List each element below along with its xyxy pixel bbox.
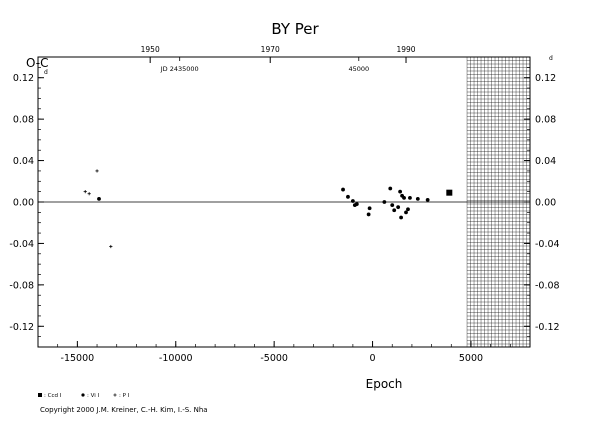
data-point-vi [388,186,393,191]
data-point-pg [109,244,113,249]
y-tick-label-right: -0.08 [535,280,560,291]
year-label: 1970 [261,45,280,54]
y-tick-label-right: -0.04 [535,239,560,250]
data-point-vi [366,212,371,217]
year-label: 1990 [396,45,415,54]
data-point-pg [95,169,99,173]
data-point-vi [350,199,355,203]
data-point-vi [346,194,350,199]
data-point-vi [341,187,345,192]
data-point-vi [97,196,101,201]
data-point-vi [367,206,372,211]
y-tick-label-right: 0.04 [535,156,556,167]
data-point-vi [390,203,395,208]
y-tick-label-left: 0.08 [13,115,34,126]
data-point-vi [396,205,401,210]
data-point-ccd [446,189,453,196]
data-point-vi [392,208,397,213]
jd-label: 45000 [348,65,369,73]
y-tick-label-left: 0.04 [13,156,34,167]
data-point-vi [402,195,406,200]
data-point-vi [408,195,412,200]
jd-label: JD 2435000 [160,65,199,73]
legend-label: : Vi I [87,393,100,399]
year-label: 1950 [141,45,160,54]
legend-label: : P I [119,393,130,399]
data-point-vi [398,189,403,194]
legend: : Ccd I : Vi I : P I [38,393,130,399]
y-unit-left: d [44,69,48,76]
chart-title: BY Per [271,20,319,38]
data-point-pg [83,190,87,194]
y-tick-label-right: 0.12 [535,73,556,84]
data-point-vi [404,210,408,215]
data-point-pg [87,192,91,196]
y-axis-label: O-C [26,56,49,70]
data-point-vi [425,198,430,202]
legend-marker-pg [113,393,117,397]
y-tick-label-left: -0.12 [9,322,34,333]
y-tick-label-left: -0.08 [9,280,34,291]
data-point-vi [415,196,420,201]
x-tick-label: 5000 [459,353,483,364]
y-tick-label-right: 0.08 [535,115,556,126]
y-tick-label-right: 0.00 [535,198,556,209]
x-tick-label: -15000 [61,353,95,364]
y-tick-label-left: 0.00 [13,198,34,209]
x-tick-label: -5000 [260,353,288,364]
legend-marker-vi [81,393,85,397]
y-unit-right: d [549,55,553,62]
y-tick-label-left: 0.12 [13,73,34,84]
data-point-vi [406,207,410,212]
y-tick-label-right: -0.12 [535,322,560,333]
data-point-vi [399,215,403,220]
x-axis-label: Epoch [366,377,403,391]
data-point-vi [354,202,359,206]
copyright-notice: Copyright 2000 J.M. Kreiner, C.-H. Kim, … [40,406,208,414]
data-point-vi [382,200,387,204]
legend-label: : Ccd I [44,393,62,399]
x-tick-label: 0 [370,353,376,364]
legend-marker-ccd [38,393,42,397]
y-tick-label-left: -0.04 [9,239,34,250]
x-tick-label: -10000 [159,353,193,364]
